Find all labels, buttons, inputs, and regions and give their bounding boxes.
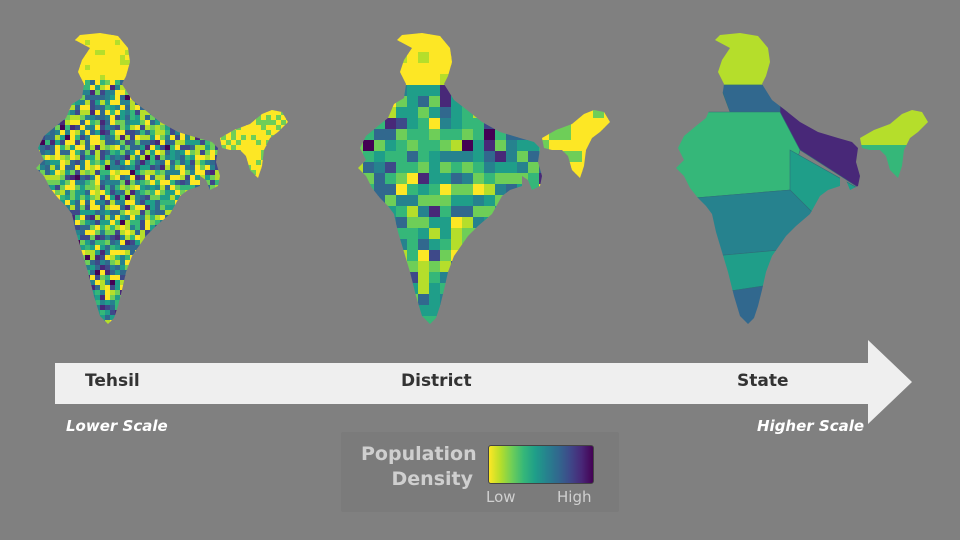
legend-colorbar	[488, 445, 594, 484]
legend-low-label: Low	[486, 488, 516, 506]
higher-scale-label: Higher Scale	[757, 417, 865, 435]
legend-high-label: High	[557, 488, 592, 506]
legend-title-text: Population Density	[361, 443, 477, 490]
lower-scale-label: Lower Scale	[66, 417, 168, 435]
scale-label-tehsil: Tehsil	[85, 371, 140, 391]
scale-label-state: State	[737, 371, 789, 391]
legend: Population Density Low High	[341, 432, 619, 512]
legend-title: Population Density	[341, 442, 477, 492]
scale-label-district: District	[401, 371, 472, 391]
